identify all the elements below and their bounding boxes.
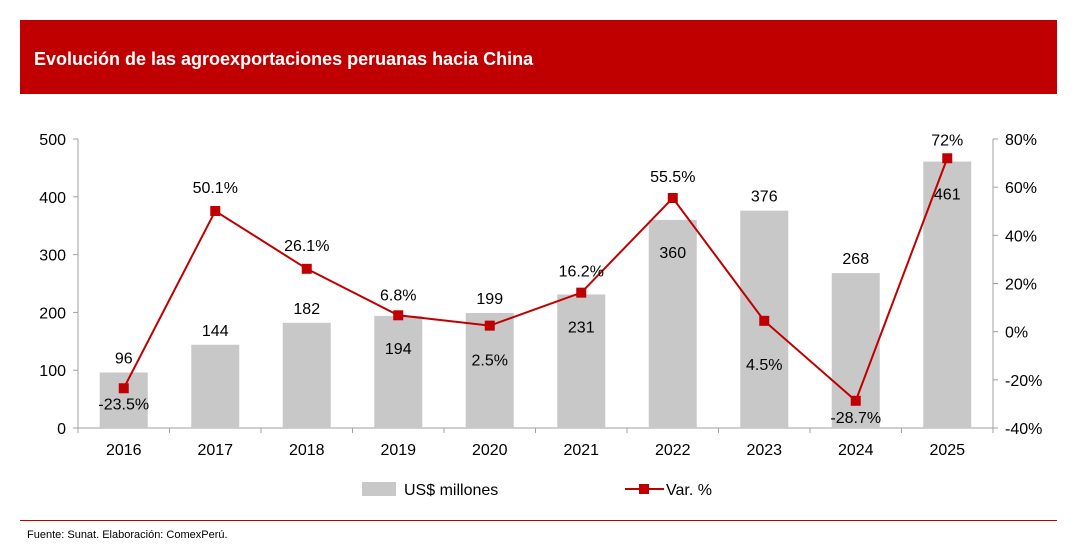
x-tick-label: 2024 [838,442,874,459]
legend-label-line: Var. % [666,482,712,499]
var-value-label: -28.7% [830,410,881,427]
y-left-tick-label: 300 [39,248,66,265]
var-marker [393,310,404,321]
x-tick-label: 2016 [106,442,142,459]
var-marker [484,320,495,331]
combo-chart: 0 100 200 300 400 500 -40% -20% 0% 20% 40% 60% 80% 20… [39,132,1042,499]
y-left-tick-label: 200 [39,305,66,322]
var-marker [576,287,587,298]
bar-value-label: 360 [659,245,686,262]
chart-header: Evolución de las agroexportaciones perua… [20,20,1057,94]
bar-value-label: 231 [568,319,595,336]
bar-value-label: 96 [115,351,133,368]
footer-divider [20,520,1057,521]
bar [191,344,240,428]
y-right-tick-label: 60% [1005,180,1037,197]
y-left-tick-label: 0 [57,421,66,438]
var-value-label: 72% [931,132,963,149]
bar [99,372,148,428]
bar [648,219,697,428]
y-right-tick-label: 20% [1005,277,1037,294]
x-tick-label: 2023 [746,442,782,459]
x-tick-label: 2022 [655,442,691,459]
var-value-label: 55.5% [650,169,695,186]
x-tick-label: 2017 [197,442,233,459]
bar-value-label: 199 [476,291,503,308]
y-left-tick-label: 100 [39,363,66,380]
bar-value-label: 268 [842,251,869,268]
y-right-tick-label: -20% [1005,373,1042,390]
var-marker [301,263,312,274]
var-marker [942,153,953,164]
var-value-label: 6.8% [380,287,416,304]
var-marker [759,315,770,326]
bar [374,315,423,428]
bar [923,161,972,429]
y-right-tick-label: -40% [1005,421,1042,438]
y-right-tick-label: 80% [1005,132,1037,149]
var-value-label: 4.5% [746,357,782,374]
x-tick-label: 2019 [380,442,416,459]
legend-swatch-marker [639,484,649,494]
bar-value-label: 461 [934,187,961,204]
var-value-label: 26.1% [284,238,329,255]
legend-label-bars: US$ millones [404,482,498,499]
var-value-label: 16.2% [559,264,604,281]
var-value-label: -23.5% [98,396,149,413]
var-marker [667,193,678,204]
var-value-label: 2.5% [472,353,508,370]
x-tick-label: 2020 [472,442,508,459]
bar [282,322,331,428]
legend-swatch-bars [362,482,396,496]
bar-value-label: 182 [293,301,320,318]
y-right-tick-label: 40% [1005,228,1037,245]
y-right-tick-label: 0% [1005,325,1028,342]
var-marker [210,206,221,217]
var-marker [118,383,129,394]
source-note: Fuente: Sunat. Elaboración: ComexPerú. [27,529,228,541]
chart-title: Evolución de las agroexportaciones perua… [34,49,534,69]
var-line [122,157,949,403]
x-tick-label: 2021 [563,442,599,459]
y-left-tick-label: 500 [39,132,66,149]
bar [557,294,606,428]
var-marker [850,395,861,406]
bar-value-label: 144 [202,323,229,340]
bar-value-label: 376 [751,189,778,206]
y-left-tick-label: 400 [39,190,66,207]
bar-value-label: 194 [385,341,412,358]
x-tick-label: 2018 [289,442,325,459]
x-tick-label: 2025 [929,442,965,459]
bar [465,312,514,428]
var-value-label: 50.1% [193,180,238,197]
